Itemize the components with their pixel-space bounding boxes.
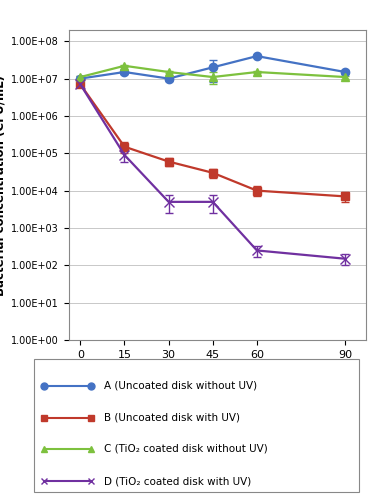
- Y-axis label: Bacterial concentration (CFU/mL): Bacterial concentration (CFU/mL): [0, 74, 7, 296]
- Text: B (Uncoated disk with UV): B (Uncoated disk with UV): [104, 413, 240, 423]
- Text: A (Uncoated disk without UV): A (Uncoated disk without UV): [104, 381, 258, 391]
- X-axis label: Time (minutes): Time (minutes): [160, 366, 274, 378]
- Text: C (TiO₂ coated disk without UV): C (TiO₂ coated disk without UV): [104, 444, 268, 454]
- FancyBboxPatch shape: [34, 359, 359, 492]
- Text: D (TiO₂ coated disk with UV): D (TiO₂ coated disk with UV): [104, 476, 251, 486]
